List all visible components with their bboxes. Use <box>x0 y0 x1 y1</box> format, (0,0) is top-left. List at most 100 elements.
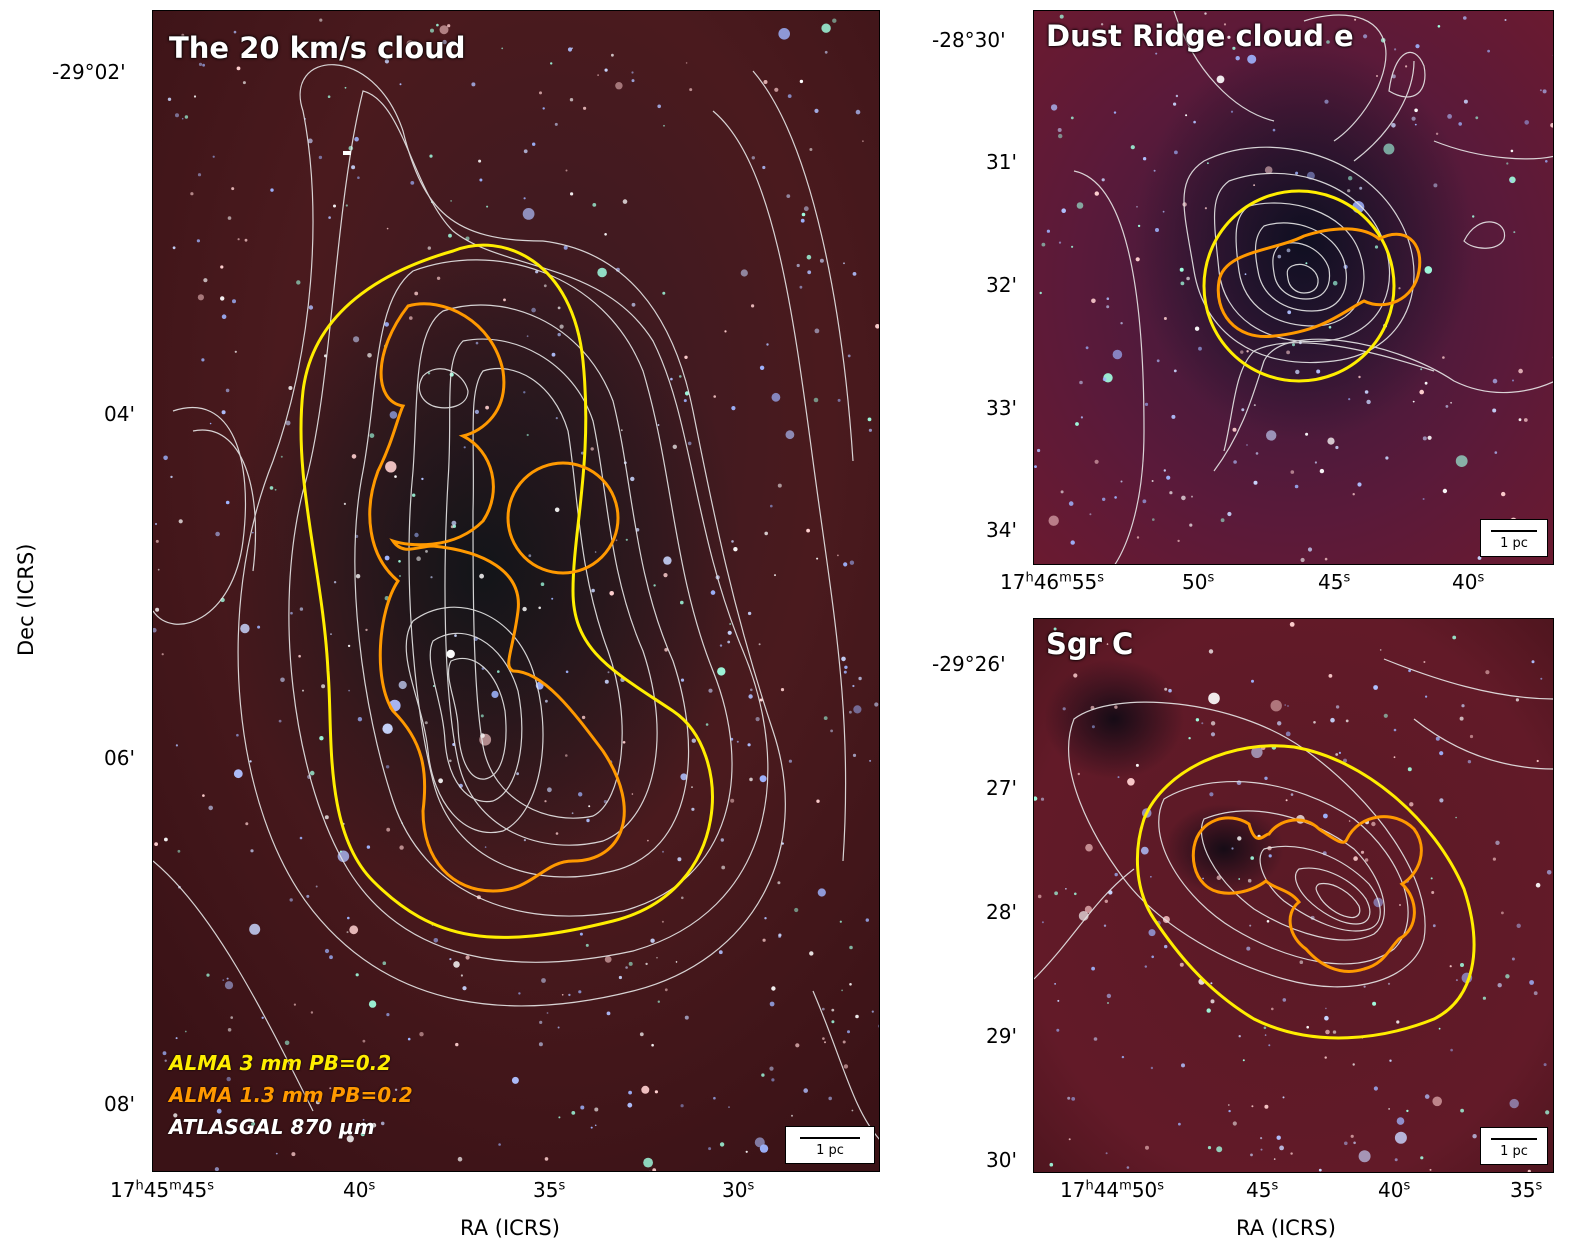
star <box>1546 870 1552 875</box>
xtick-min: 46 <box>1033 570 1060 594</box>
star <box>250 849 254 853</box>
legend-alma-1p3mm: ALMA 1.3 mm PB=0.2 <box>169 1083 413 1107</box>
star <box>220 296 225 301</box>
star <box>436 276 441 280</box>
star <box>1177 539 1180 543</box>
star <box>852 753 857 758</box>
star <box>181 33 185 37</box>
star <box>1338 751 1341 754</box>
star <box>385 461 397 473</box>
star <box>662 291 666 295</box>
star <box>1358 1150 1371 1163</box>
star <box>1189 523 1193 527</box>
star <box>803 206 809 212</box>
star <box>1350 1134 1354 1138</box>
star <box>1353 1141 1356 1145</box>
star <box>1073 673 1078 678</box>
star <box>424 721 428 725</box>
star <box>1459 716 1464 721</box>
ytick-left-1: 04' <box>104 402 135 426</box>
star <box>680 678 685 682</box>
star <box>1284 704 1286 706</box>
star <box>346 931 349 934</box>
star <box>1442 488 1448 494</box>
star <box>214 1167 219 1171</box>
star <box>814 108 819 113</box>
star <box>1175 94 1179 98</box>
star <box>1353 856 1358 861</box>
star <box>421 477 424 481</box>
star <box>554 122 558 126</box>
star <box>1371 821 1376 827</box>
star <box>1424 1094 1430 1099</box>
star <box>1348 820 1351 822</box>
alma-3mm-contour-br <box>1136 744 1476 1040</box>
star <box>290 611 293 615</box>
star <box>522 606 527 612</box>
star <box>523 197 526 200</box>
star <box>1313 721 1316 724</box>
star <box>1363 985 1366 988</box>
star <box>865 918 869 922</box>
star <box>852 272 857 276</box>
star <box>269 486 274 490</box>
star <box>341 1125 344 1129</box>
star <box>343 502 346 505</box>
star <box>1198 346 1202 351</box>
alma-3mm-contour-left <box>299 243 714 939</box>
star <box>538 1042 543 1047</box>
star <box>622 741 626 744</box>
star <box>580 451 584 455</box>
image-20kms-cloud <box>153 11 879 1171</box>
star <box>1076 202 1084 209</box>
star <box>479 573 484 579</box>
star <box>1552 54 1553 57</box>
star <box>1523 418 1528 422</box>
star <box>1264 1104 1269 1109</box>
star <box>155 539 159 543</box>
star <box>769 1001 775 1007</box>
star <box>578 990 582 994</box>
star <box>414 291 419 296</box>
star <box>1195 718 1200 722</box>
star <box>366 845 371 849</box>
star <box>1358 375 1361 379</box>
star <box>486 205 489 208</box>
star <box>1103 924 1107 927</box>
star <box>1531 660 1535 664</box>
alma-3mm-contour-tr <box>1202 189 1396 383</box>
star <box>1053 627 1057 631</box>
star <box>803 1088 808 1093</box>
star <box>713 395 716 398</box>
star <box>438 778 443 784</box>
star <box>1114 496 1117 499</box>
star <box>1057 128 1062 132</box>
star <box>1206 1008 1211 1013</box>
star <box>538 606 541 610</box>
star <box>559 324 564 329</box>
star <box>386 227 389 230</box>
star <box>1247 878 1252 883</box>
star <box>212 155 215 158</box>
legend: ALMA 3 mm PB=0.2 ALMA 1.3 mm PB=0.2 ATLA… <box>169 1051 413 1139</box>
star <box>1227 511 1232 517</box>
star <box>1374 245 1379 249</box>
star <box>398 560 401 563</box>
star <box>175 744 178 747</box>
star <box>1181 495 1186 501</box>
star <box>480 714 484 718</box>
star <box>1085 843 1093 852</box>
star <box>202 63 205 67</box>
star <box>161 653 164 656</box>
star <box>1059 14 1064 19</box>
ytick-left-3: 08' <box>104 1092 135 1116</box>
star <box>298 654 301 658</box>
star <box>164 1059 167 1062</box>
star <box>1458 122 1462 126</box>
star <box>652 1168 657 1171</box>
star <box>1411 116 1416 121</box>
star <box>449 759 452 763</box>
star <box>535 270 539 274</box>
star <box>594 1107 599 1112</box>
star <box>1394 1131 1407 1144</box>
